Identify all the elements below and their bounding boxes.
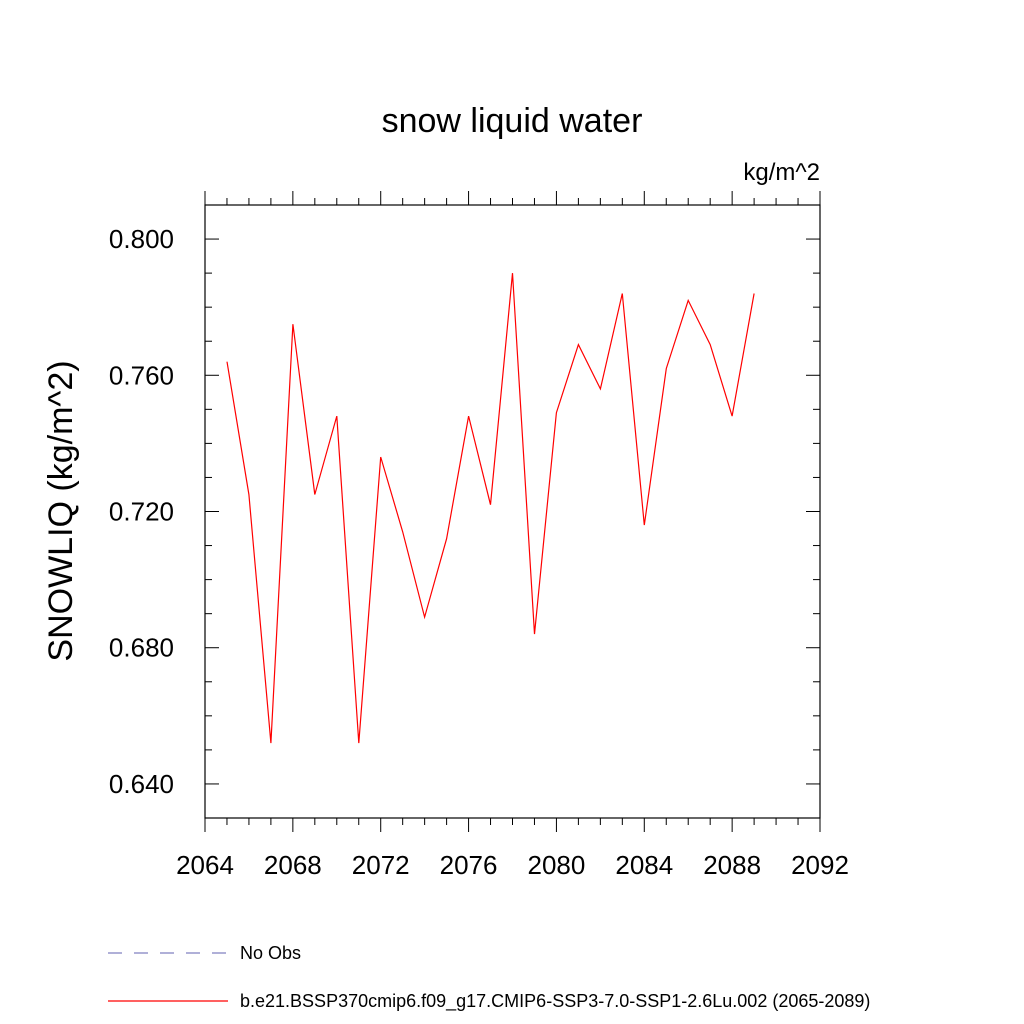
x-tick-label: 2072	[352, 850, 410, 880]
x-tick-label: 2076	[440, 850, 498, 880]
data-point	[732, 416, 733, 417]
data-point	[534, 634, 535, 635]
y-axis-label: SNOWLIQ (kg/m^2)	[42, 360, 80, 661]
data-point	[380, 456, 381, 457]
chart-title: snow liquid water	[382, 102, 643, 140]
x-tick-label: 2080	[528, 850, 586, 880]
legend: No Obs b.e21.BSSP370cmip6.f09_g17.CMIP6-…	[108, 943, 870, 1012]
data-point	[556, 412, 557, 413]
x-tick-label: 2088	[703, 850, 761, 880]
data-point	[358, 742, 359, 743]
x-tick-label: 2092	[791, 850, 849, 880]
series-group	[226, 273, 755, 744]
data-point	[600, 388, 601, 389]
axis-tick-labels: 2064 2068 2072 2076 2080 2084 2088 2092 0.640 0.6…	[109, 224, 849, 880]
legend-label-model: b.e21.BSSP370cmip6.f09_g17.CMIP6-SSP3-7.…	[240, 991, 870, 1012]
axis-ticks	[204, 191, 821, 832]
y-tick-label: 0.680	[109, 633, 174, 663]
data-point	[754, 293, 755, 294]
data-point	[710, 344, 711, 345]
data-point	[226, 361, 227, 362]
data-point	[490, 504, 491, 505]
data-point	[424, 616, 425, 617]
data-point	[248, 494, 249, 495]
data-point	[578, 344, 579, 345]
y-tick-label: 0.720	[109, 497, 174, 527]
plot-frame	[204, 204, 821, 819]
data-point	[336, 416, 337, 417]
y-tick-label: 0.760	[109, 360, 174, 390]
data-point	[666, 368, 667, 369]
legend-label-no-obs: No Obs	[240, 943, 301, 963]
data-point	[446, 538, 447, 539]
data-point	[622, 293, 623, 294]
data-point	[688, 300, 689, 301]
x-tick-label: 2064	[176, 850, 234, 880]
series-line	[226, 273, 755, 744]
data-point	[314, 494, 315, 495]
x-tick-label: 2084	[615, 850, 673, 880]
data-point	[270, 742, 271, 743]
y-tick-label: 0.800	[109, 224, 174, 254]
data-point	[292, 324, 293, 325]
y-tick-label: 0.640	[109, 769, 174, 799]
units-label: kg/m^2	[743, 159, 820, 186]
data-point	[644, 525, 645, 526]
data-point	[512, 273, 513, 274]
x-tick-label: 2068	[264, 850, 322, 880]
data-point	[402, 531, 403, 532]
data-point	[468, 416, 469, 417]
